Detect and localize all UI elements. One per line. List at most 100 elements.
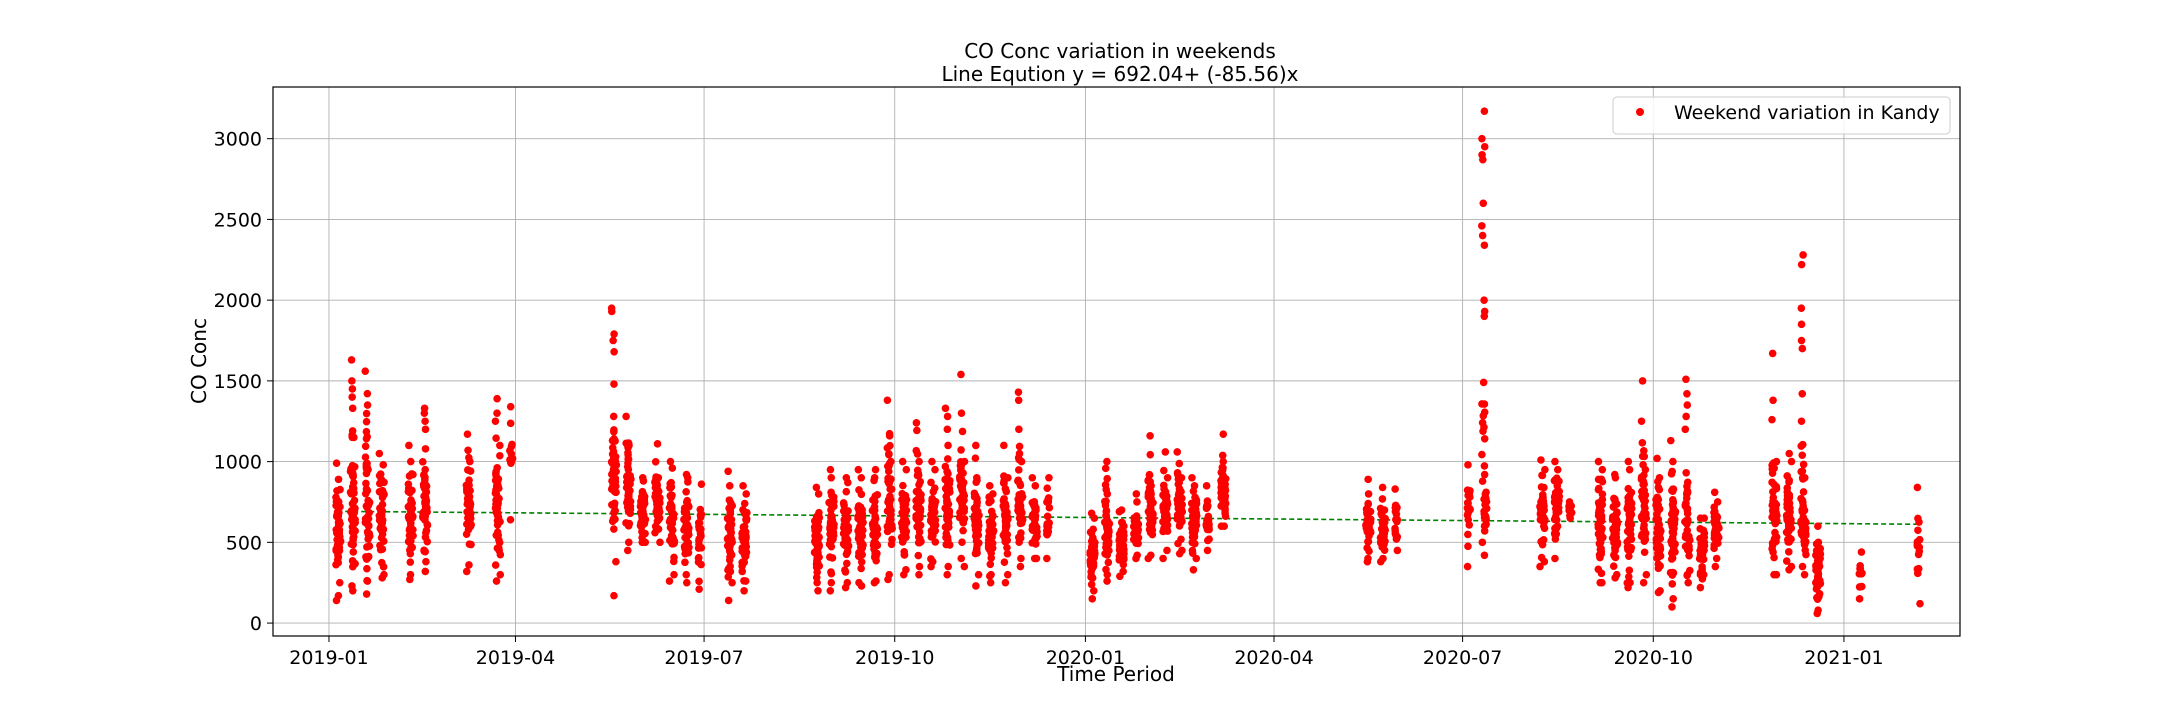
scatter-point [857, 582, 866, 590]
scatter-point [654, 525, 663, 533]
scatter-point [496, 451, 504, 460]
scatter-point [1915, 547, 1924, 556]
scatter-point [421, 567, 430, 576]
scatter-point [959, 469, 967, 477]
scatter-point [1103, 490, 1112, 498]
scatter-point [1003, 530, 1012, 539]
scatter-point [348, 377, 356, 385]
scatter-point [1785, 449, 1794, 458]
scatter-point [668, 491, 676, 500]
scatter-point [1189, 565, 1198, 574]
scatter-point [1798, 344, 1807, 353]
scatter-point [1175, 459, 1184, 468]
scatter-point [870, 506, 879, 515]
scatter-point [914, 487, 923, 496]
scatter-point [912, 419, 921, 427]
scatter-point [466, 500, 475, 508]
scatter-point [1381, 537, 1389, 546]
scatter-point [815, 562, 824, 570]
scatter-point [1378, 495, 1387, 503]
scatter-point [1015, 442, 1024, 451]
scatter-point [334, 539, 343, 548]
scatter-point [347, 356, 356, 364]
scatter-point [1482, 488, 1490, 497]
scatter-point [1768, 415, 1776, 424]
scatter-point [1392, 515, 1400, 524]
legend-label: Weekend variation in Kandy [1674, 102, 1940, 124]
scatter-point [655, 514, 664, 522]
scatter-point [1464, 461, 1472, 469]
scatter-point [624, 465, 633, 474]
scatter-point [871, 533, 880, 542]
scatter-point [1683, 389, 1691, 398]
scatter-point [378, 500, 387, 509]
scatter-point [1627, 520, 1636, 529]
scatter-point [1553, 522, 1562, 530]
scatter-point [1654, 495, 1663, 504]
scatter-point [1785, 491, 1794, 499]
scatter-point [350, 462, 359, 471]
scatter-point [1089, 540, 1098, 548]
scatter-point [612, 467, 620, 476]
scatter-point [362, 417, 371, 426]
scatter-point [931, 465, 939, 474]
scatter-point [1682, 490, 1691, 499]
scatter-point [1163, 473, 1172, 482]
scatter-point [362, 409, 371, 418]
scatter-point [696, 505, 705, 514]
scatter-point [930, 484, 939, 492]
scatter-point [740, 558, 748, 567]
scatter-point [1655, 473, 1664, 482]
scatter-point [743, 508, 751, 517]
scatter-point [726, 567, 735, 576]
scatter-point [827, 569, 836, 578]
scatter-point [493, 409, 501, 417]
scatter-point [873, 525, 882, 533]
scatter-point [1713, 513, 1722, 521]
scatter-point [1044, 520, 1052, 528]
scatter-point [1148, 526, 1157, 534]
scatter-point [1641, 491, 1650, 499]
scatter-point [610, 348, 618, 356]
scatter-point [1642, 570, 1651, 579]
scatter-point [1173, 448, 1182, 456]
scatter-point [1391, 485, 1399, 493]
scatter-point [900, 551, 909, 559]
scatter-point [972, 582, 980, 590]
scatter-point [363, 389, 372, 398]
scatter-point [1003, 543, 1011, 552]
scatter-point [887, 457, 895, 466]
scatter-point [946, 476, 954, 485]
scatter-point [378, 545, 387, 554]
scatter-point [363, 553, 372, 562]
scatter-point [1479, 427, 1487, 436]
scatter-point [1655, 548, 1664, 557]
scatter-point [1464, 499, 1472, 507]
scatter-point [1103, 577, 1111, 585]
scatter-point [1478, 231, 1487, 240]
scatter-point [957, 554, 966, 563]
scatter-point [1103, 517, 1112, 526]
scatter-point [1656, 586, 1664, 595]
scatter-point [944, 510, 953, 518]
scatter-point [1202, 482, 1211, 490]
scatter-point [1205, 535, 1213, 544]
scatter-point [1365, 521, 1373, 529]
scatter-point [1656, 562, 1664, 570]
scatter-point [1015, 425, 1023, 434]
scatter-point [944, 441, 952, 450]
scatter-point [364, 499, 373, 508]
scatter-point [1597, 550, 1606, 558]
scatter-point [1787, 524, 1796, 532]
scatter-point [1668, 547, 1677, 556]
scatter-point [1466, 505, 1474, 514]
scatter-point [1685, 546, 1693, 555]
scatter-point [974, 523, 982, 531]
scatter-point [1640, 548, 1649, 557]
scatter-point [334, 551, 342, 560]
scatter-point [1538, 537, 1546, 545]
scatter-point [1134, 534, 1143, 542]
scatter-point [423, 508, 431, 516]
scatter-point [625, 441, 633, 450]
scatter-point [1784, 548, 1793, 556]
